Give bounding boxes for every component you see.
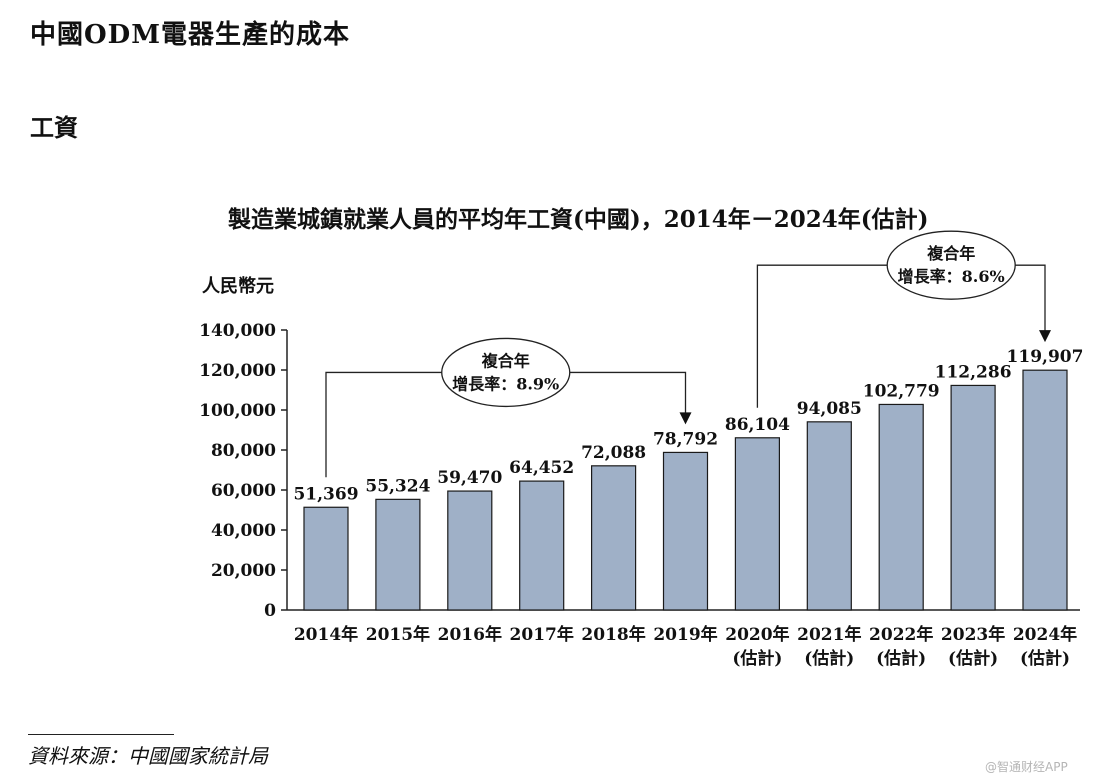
x-tick-label: 2022年: [869, 624, 933, 645]
watermark: @智通财经APP: [985, 760, 1068, 774]
bar: [950, 384, 996, 611]
bar-value-label: 59,470: [437, 468, 502, 488]
bar: [1022, 369, 1068, 611]
bar-value-label: 72,088: [581, 443, 646, 463]
y-tick-label: 0: [264, 601, 276, 621]
y-tick-label: 120,000: [199, 361, 276, 381]
bar: [303, 506, 349, 611]
x-tick-sublabel: (估計): [804, 648, 854, 669]
bar-value-label: 55,324: [365, 476, 430, 496]
section-subheading: 工資: [30, 113, 78, 142]
bar-value-label: 119,907: [1007, 347, 1084, 367]
bar-value-label: 78,792: [653, 429, 718, 449]
x-tick-sublabel: (估計): [732, 648, 782, 669]
bar-value-label: 102,779: [863, 381, 940, 401]
cagr-arrow-head: [679, 412, 692, 425]
source-divider: [28, 734, 174, 735]
cagr-ellipse: [886, 230, 1016, 300]
x-tick-label: 2020年: [725, 624, 789, 645]
cagr-label-line2: 增長率：8.6%: [898, 267, 1005, 286]
x-tick-sublabel: (估計): [1020, 648, 1070, 669]
bar-value-label: 94,085: [797, 399, 862, 419]
y-tick-label: 40,000: [211, 521, 276, 541]
source-note: 資料來源：中國國家統計局: [28, 744, 268, 768]
bar: [878, 403, 924, 611]
page-heading: 中國ODM電器生產的成本: [30, 20, 350, 50]
bar: [519, 480, 565, 611]
cagr-ellipse: [441, 337, 571, 408]
bar: [375, 498, 421, 611]
bar-value-label: 112,286: [935, 362, 1012, 382]
x-tick-label: 2019年: [653, 624, 717, 645]
x-tick-label: 2018年: [581, 624, 645, 645]
x-tick-sublabel: (估計): [876, 648, 926, 669]
cagr-label-line2: 增長率：8.9%: [452, 374, 559, 393]
bar-value-label: 86,104: [725, 415, 790, 435]
y-tick-label: 60,000: [211, 481, 276, 501]
x-tick-label: 2024年: [1013, 624, 1077, 645]
bar: [447, 490, 493, 611]
bar: [806, 421, 852, 611]
cagr-arrow-head: [1039, 330, 1051, 343]
x-tick-label: 2023年: [941, 624, 1005, 645]
bar-value-label: 51,369: [293, 484, 358, 504]
y-tick-label: 20,000: [211, 561, 276, 581]
x-tick-label: 2014年: [294, 624, 358, 645]
chart-title: 製造業城鎮就業人員的平均年工資(中國)，2014年－2024年(估計): [228, 206, 929, 233]
bar: [662, 451, 709, 611]
cagr-label-line1: 複合年: [481, 351, 530, 370]
x-tick-label: 2021年: [797, 624, 861, 645]
x-tick-label: 2017年: [510, 624, 574, 645]
y-tick-label: 100,000: [199, 401, 276, 421]
y-tick-label: 140,000: [199, 321, 276, 341]
bar-value-label: 64,452: [509, 458, 574, 478]
x-tick-label: 2015年: [366, 624, 430, 645]
bar: [590, 465, 637, 611]
cagr-label-line1: 複合年: [926, 244, 975, 263]
x-tick-label: 2016年: [438, 624, 502, 645]
bar: [734, 437, 781, 611]
y-axis-label: 人民幣元: [202, 275, 274, 297]
y-tick-label: 80,000: [211, 441, 276, 461]
x-tick-sublabel: (估計): [948, 648, 998, 669]
